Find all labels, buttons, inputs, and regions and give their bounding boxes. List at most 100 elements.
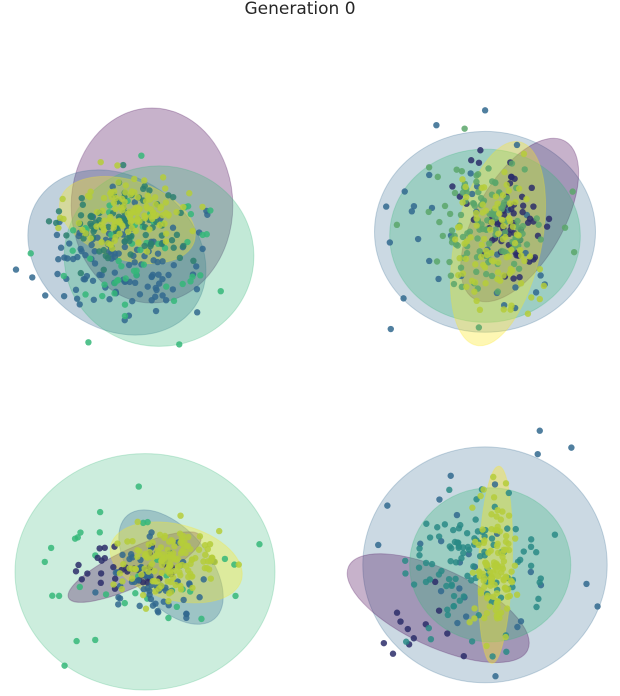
data-point bbox=[115, 594, 122, 601]
data-point bbox=[460, 549, 467, 557]
data-point bbox=[42, 292, 49, 299]
data-point bbox=[464, 543, 472, 551]
data-point bbox=[471, 615, 478, 622]
data-point bbox=[528, 184, 535, 192]
data-point bbox=[492, 215, 499, 222]
data-point bbox=[127, 251, 134, 258]
data-point bbox=[458, 168, 466, 175]
data-point bbox=[517, 252, 525, 259]
data-point bbox=[447, 472, 454, 479]
data-point bbox=[178, 538, 185, 545]
data-point bbox=[551, 531, 559, 538]
data-point bbox=[200, 576, 207, 583]
data-point bbox=[75, 561, 82, 569]
data-point bbox=[73, 295, 81, 302]
data-point bbox=[131, 199, 138, 206]
data-point bbox=[502, 233, 509, 241]
data-point bbox=[121, 312, 129, 320]
data-point bbox=[435, 607, 443, 614]
data-point bbox=[489, 653, 496, 660]
data-point bbox=[493, 612, 500, 620]
data-point bbox=[69, 255, 77, 263]
data-point bbox=[459, 176, 466, 183]
data-point bbox=[82, 230, 89, 237]
data-point bbox=[483, 270, 490, 278]
data-point bbox=[136, 218, 143, 225]
data-point bbox=[488, 219, 495, 226]
data-point bbox=[81, 276, 89, 283]
data-point bbox=[128, 575, 136, 582]
data-point bbox=[570, 248, 578, 256]
data-point bbox=[159, 174, 167, 181]
data-point bbox=[82, 291, 89, 298]
data-point bbox=[159, 292, 166, 299]
data-point bbox=[505, 187, 513, 194]
data-point bbox=[177, 572, 184, 579]
data-point bbox=[511, 562, 519, 569]
data-point bbox=[490, 494, 498, 501]
data-point bbox=[105, 223, 112, 231]
data-point bbox=[537, 272, 544, 279]
data-point bbox=[380, 639, 388, 647]
data-point bbox=[513, 591, 521, 598]
data-point bbox=[170, 568, 178, 575]
data-point bbox=[487, 582, 494, 589]
data-point bbox=[159, 258, 166, 265]
data-point bbox=[386, 239, 394, 246]
data-point bbox=[521, 166, 528, 173]
data-point bbox=[141, 177, 148, 184]
data-point bbox=[535, 221, 542, 228]
data-point bbox=[207, 207, 214, 214]
data-point bbox=[481, 574, 488, 582]
data-point bbox=[164, 546, 171, 554]
data-point bbox=[29, 274, 36, 281]
data-point bbox=[100, 194, 108, 202]
data-point bbox=[71, 535, 79, 542]
data-point bbox=[190, 257, 197, 265]
data-point bbox=[467, 234, 474, 241]
data-point bbox=[494, 221, 501, 228]
data-point bbox=[88, 241, 95, 249]
data-point bbox=[77, 212, 85, 219]
chart-title: Generation 0 bbox=[244, 0, 356, 19]
data-point bbox=[100, 227, 108, 234]
data-point bbox=[425, 164, 433, 171]
data-point bbox=[141, 242, 148, 250]
data-point bbox=[444, 606, 451, 613]
data-point bbox=[84, 570, 91, 577]
data-point bbox=[63, 232, 70, 239]
data-point bbox=[561, 224, 569, 231]
data-point bbox=[146, 548, 153, 556]
data-point bbox=[154, 607, 161, 615]
data-point bbox=[416, 545, 423, 552]
data-point bbox=[148, 273, 155, 281]
data-point bbox=[456, 585, 463, 592]
data-point bbox=[425, 208, 432, 216]
data-point bbox=[207, 557, 214, 565]
data-point bbox=[142, 231, 149, 239]
data-point bbox=[484, 594, 491, 602]
data-point bbox=[472, 261, 479, 268]
data-point bbox=[148, 240, 155, 247]
data-point bbox=[152, 201, 159, 208]
data-point bbox=[569, 188, 576, 195]
data-point bbox=[165, 553, 172, 560]
data-point bbox=[454, 539, 461, 546]
data-point bbox=[156, 531, 164, 539]
data-point bbox=[477, 253, 485, 261]
data-point bbox=[520, 150, 528, 158]
data-point bbox=[102, 591, 110, 598]
data-point bbox=[150, 257, 157, 264]
data-point bbox=[193, 263, 200, 270]
data-point bbox=[485, 165, 492, 172]
data-point bbox=[519, 208, 526, 216]
data-point bbox=[526, 253, 534, 260]
data-point bbox=[91, 248, 98, 255]
data-point bbox=[69, 247, 76, 254]
data-point bbox=[482, 207, 490, 214]
data-point bbox=[534, 450, 541, 458]
data-point bbox=[97, 579, 105, 587]
data-point bbox=[450, 526, 457, 534]
data-point bbox=[180, 203, 187, 211]
data-point bbox=[120, 560, 127, 568]
